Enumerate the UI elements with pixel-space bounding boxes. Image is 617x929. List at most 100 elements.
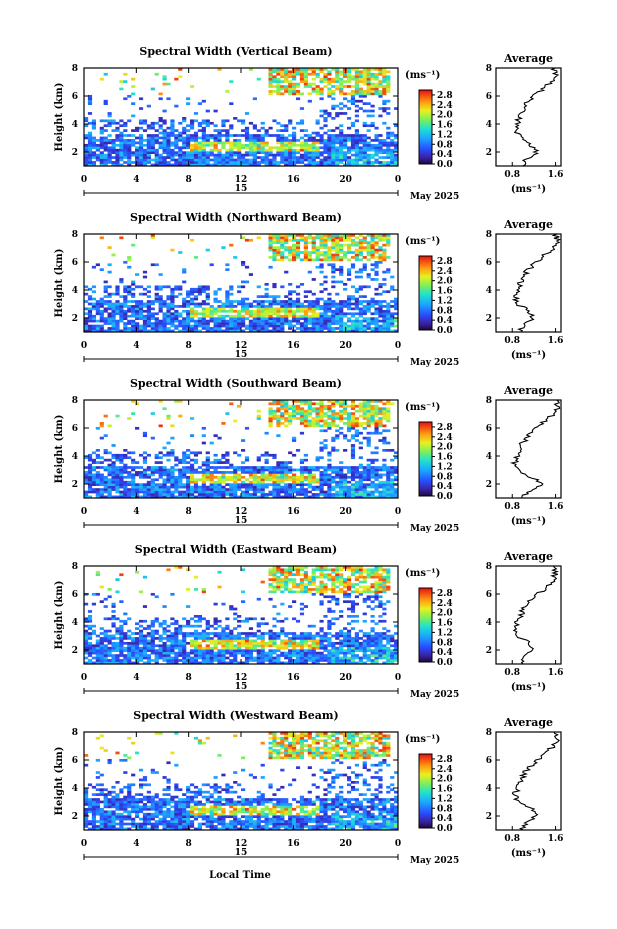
heatmap-cell bbox=[205, 624, 210, 628]
heatmap-cell bbox=[331, 156, 336, 159]
heatmap-cell bbox=[154, 324, 159, 328]
heatmap-cell bbox=[358, 431, 363, 435]
heatmap-cell bbox=[119, 139, 124, 142]
heatmap-cell bbox=[127, 629, 132, 633]
heatmap-cell bbox=[394, 471, 399, 474]
heatmap-cell bbox=[280, 75, 285, 79]
heatmap-cell bbox=[323, 141, 328, 145]
heatmap-cell bbox=[319, 243, 324, 247]
heatmap-cell bbox=[142, 456, 148, 460]
heatmap-cell bbox=[288, 85, 293, 88]
heatmap-cell bbox=[315, 424, 320, 428]
heatmap-cell bbox=[319, 139, 324, 142]
heatmap-cell bbox=[292, 329, 297, 333]
heatmap-cell bbox=[138, 317, 144, 320]
heatmap-cell bbox=[146, 473, 151, 477]
heatmap-cell bbox=[107, 466, 112, 469]
heatmap-cell bbox=[335, 156, 340, 159]
heatmap-cell bbox=[315, 161, 320, 164]
heatmap-cell bbox=[87, 453, 93, 457]
heatmap-cell bbox=[358, 134, 363, 137]
heatmap-cell bbox=[182, 153, 187, 157]
heatmap-cell bbox=[205, 134, 210, 137]
heatmap-cell bbox=[138, 153, 144, 157]
heatmap-cell bbox=[268, 417, 273, 420]
heatmap-cell bbox=[103, 307, 108, 311]
heatmap-cell bbox=[366, 251, 371, 254]
heatmap-cell bbox=[84, 124, 89, 128]
heatmap-cell bbox=[150, 324, 155, 328]
heatmap-cell bbox=[370, 404, 375, 408]
heatmap-cell bbox=[288, 246, 293, 249]
heatmap-cell bbox=[378, 85, 383, 88]
heatmap-cell bbox=[339, 148, 344, 152]
heatmap-cell bbox=[182, 641, 187, 645]
heatmap-cell bbox=[354, 488, 359, 491]
heatmap-cell bbox=[84, 322, 89, 325]
heatmap-cell bbox=[174, 654, 179, 657]
heatmap-cell bbox=[319, 488, 324, 491]
heatmap-cell bbox=[205, 248, 210, 252]
day-label: 15 bbox=[235, 184, 248, 194]
heatmap-cell bbox=[233, 143, 238, 147]
heatmap-cell bbox=[162, 656, 167, 660]
heatmap-cell bbox=[241, 490, 246, 494]
heatmap-cell bbox=[91, 632, 97, 635]
heatmap-cell bbox=[272, 297, 277, 301]
heatmap-cell bbox=[343, 136, 348, 140]
heatmap-cell bbox=[319, 322, 324, 325]
heatmap-cell bbox=[346, 480, 352, 484]
heatmap-cell bbox=[127, 305, 132, 308]
heatmap-cell bbox=[276, 82, 281, 86]
heatmap-cell bbox=[252, 300, 257, 303]
heatmap-cell bbox=[299, 309, 305, 313]
heatmap-cell bbox=[268, 322, 273, 325]
heatmap-cell bbox=[276, 141, 281, 145]
heatmap-cell bbox=[354, 305, 359, 308]
heatmap-cell bbox=[299, 485, 305, 489]
heatmap-cell bbox=[174, 632, 179, 635]
heatmap-cell bbox=[382, 99, 387, 103]
heatmap-cell bbox=[370, 146, 375, 150]
heatmap-cell bbox=[244, 426, 250, 430]
x-tick-label: 12 bbox=[235, 341, 248, 351]
heatmap-cell bbox=[205, 329, 210, 333]
heatmap-cell bbox=[166, 471, 171, 474]
heatmap-cell bbox=[166, 134, 171, 137]
heatmap-cell bbox=[87, 317, 93, 320]
heatmap-cell bbox=[382, 72, 387, 76]
heatmap-cell bbox=[166, 319, 171, 323]
heatmap-cell bbox=[327, 80, 332, 83]
heatmap-cell bbox=[237, 119, 242, 123]
heatmap-cell bbox=[374, 404, 379, 408]
heatmap-cell bbox=[366, 322, 371, 325]
heatmap-cell bbox=[311, 292, 316, 296]
heatmap-cell bbox=[162, 471, 167, 474]
heatmap-cell bbox=[311, 319, 316, 323]
heatmap-cell bbox=[303, 327, 308, 330]
heatmap-cell bbox=[350, 449, 356, 452]
heatmap-cell bbox=[205, 632, 210, 635]
heatmap-cell bbox=[107, 473, 112, 477]
heatmap-cell bbox=[193, 490, 199, 494]
heatmap-cell bbox=[319, 429, 324, 433]
heatmap-cell bbox=[150, 263, 155, 267]
heatmap-cell bbox=[256, 329, 261, 333]
heatmap-cell bbox=[244, 309, 250, 313]
heatmap-cell bbox=[354, 248, 359, 252]
heatmap-cell bbox=[323, 493, 328, 496]
heatmap-cell bbox=[350, 400, 356, 403]
heatmap-cell bbox=[158, 473, 163, 477]
heatmap-cell bbox=[154, 319, 159, 323]
heatmap-cell bbox=[362, 256, 367, 259]
heatmap-cell bbox=[362, 478, 367, 482]
heatmap-cell bbox=[150, 480, 155, 484]
heatmap-cell bbox=[386, 270, 391, 274]
heatmap-cell bbox=[189, 143, 195, 147]
heatmap-cell bbox=[142, 493, 148, 496]
heatmap-cell bbox=[146, 659, 151, 662]
heatmap-cell bbox=[182, 324, 187, 328]
heatmap-cell bbox=[189, 634, 195, 638]
heatmap-cell bbox=[358, 87, 363, 91]
heatmap-cell bbox=[142, 654, 148, 657]
